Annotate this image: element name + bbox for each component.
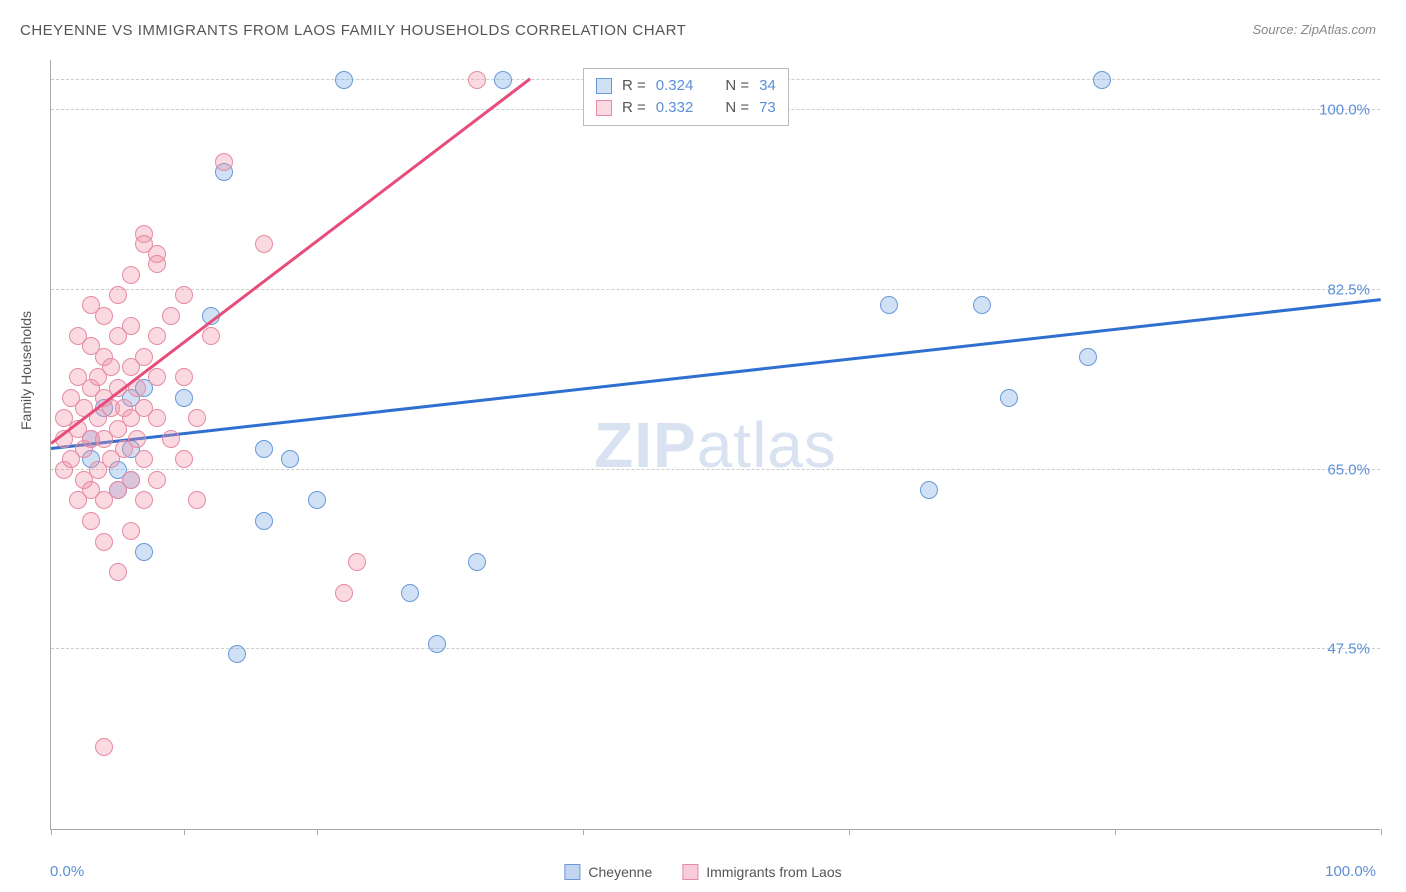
data-point	[135, 348, 153, 366]
data-point	[348, 553, 366, 571]
legend-label: Immigrants from Laos	[706, 864, 841, 880]
data-point	[102, 358, 120, 376]
watermark: ZIPatlas	[594, 408, 837, 482]
data-point	[920, 481, 938, 499]
data-point	[135, 450, 153, 468]
data-point	[162, 307, 180, 325]
x-tick	[1381, 829, 1382, 835]
legend-swatch	[682, 864, 698, 880]
data-point	[1079, 348, 1097, 366]
legend-item: Immigrants from Laos	[682, 864, 841, 880]
x-tick	[51, 829, 52, 835]
gridline	[51, 648, 1380, 649]
legend-swatch	[564, 864, 580, 880]
data-point	[175, 389, 193, 407]
data-point	[468, 553, 486, 571]
data-point	[1000, 389, 1018, 407]
data-point	[148, 409, 166, 427]
data-point	[255, 512, 273, 530]
y-tick-label: 82.5%	[1327, 282, 1370, 299]
data-point	[122, 522, 140, 540]
data-point	[109, 563, 127, 581]
legend-swatch	[596, 78, 612, 94]
data-point	[468, 71, 486, 89]
trend-line	[50, 77, 530, 443]
x-axis-min-label: 0.0%	[50, 863, 84, 880]
data-point	[188, 409, 206, 427]
data-point	[175, 286, 193, 304]
data-point	[255, 235, 273, 253]
stats-legend-row: R =0.324N =34	[596, 75, 776, 97]
legend-label: Cheyenne	[588, 864, 652, 880]
chart-title: CHEYENNE VS IMMIGRANTS FROM LAOS FAMILY …	[20, 22, 686, 39]
y-axis-label: Family Households	[18, 311, 34, 430]
data-point	[308, 491, 326, 509]
data-point	[494, 71, 512, 89]
data-point	[188, 491, 206, 509]
data-point	[428, 635, 446, 653]
data-point	[162, 430, 180, 448]
data-point	[128, 430, 146, 448]
data-point	[122, 317, 140, 335]
data-point	[401, 584, 419, 602]
data-point	[95, 533, 113, 551]
legend-swatch	[596, 100, 612, 116]
data-point	[255, 440, 273, 458]
bottom-legend: Cheyenne Immigrants from Laos	[564, 864, 841, 880]
data-point	[148, 471, 166, 489]
gridline	[51, 469, 1380, 470]
x-tick	[849, 829, 850, 835]
stats-legend-row: R =0.332N =73	[596, 97, 776, 119]
data-point	[148, 327, 166, 345]
source-label: Source: ZipAtlas.com	[1252, 22, 1376, 37]
data-point	[335, 71, 353, 89]
legend-item: Cheyenne	[564, 864, 652, 880]
data-point	[135, 491, 153, 509]
data-point	[228, 645, 246, 663]
data-point	[215, 153, 233, 171]
stats-legend: R =0.324N =34R =0.332N =73	[583, 68, 789, 126]
x-axis-max-label: 100.0%	[1325, 863, 1376, 880]
data-point	[202, 327, 220, 345]
x-tick	[317, 829, 318, 835]
data-point	[122, 266, 140, 284]
trend-line	[51, 298, 1381, 449]
y-tick-label: 100.0%	[1319, 102, 1370, 119]
data-point	[148, 368, 166, 386]
chart-plot-area: ZIPatlas 47.5% 65.0% 82.5% 100.0% R =0.324N …	[50, 60, 1380, 830]
x-tick	[1115, 829, 1116, 835]
data-point	[1093, 71, 1111, 89]
data-point	[95, 307, 113, 325]
data-point	[281, 450, 299, 468]
data-point	[122, 471, 140, 489]
data-point	[175, 368, 193, 386]
data-point	[135, 543, 153, 561]
data-point	[82, 512, 100, 530]
data-point	[335, 584, 353, 602]
x-tick	[184, 829, 185, 835]
data-point	[973, 296, 991, 314]
data-point	[880, 296, 898, 314]
data-point	[175, 450, 193, 468]
y-tick-label: 65.0%	[1327, 461, 1370, 478]
data-point	[95, 738, 113, 756]
data-point	[109, 286, 127, 304]
data-point	[148, 255, 166, 273]
x-tick	[583, 829, 584, 835]
y-tick-label: 47.5%	[1327, 641, 1370, 658]
